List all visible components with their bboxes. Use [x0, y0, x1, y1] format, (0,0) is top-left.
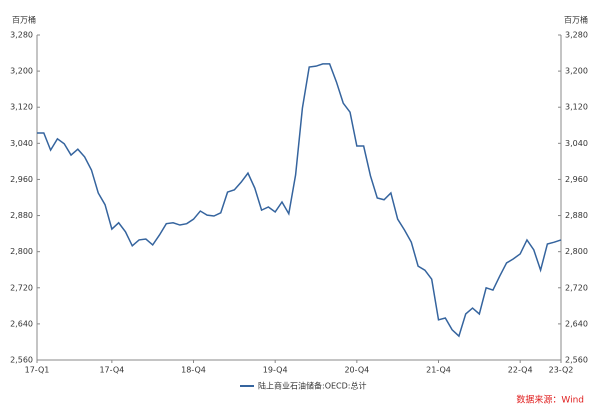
y2-tick-label: 2,720: [565, 283, 588, 292]
y2-tick-label: 2,960: [565, 175, 588, 184]
line: [37, 63, 562, 338]
y-tick-label: 2,560: [10, 356, 33, 365]
y-tick-label: 2,880: [10, 211, 33, 220]
y-tick-label: 2,960: [10, 175, 33, 184]
x-tick-label: 20-Q4: [344, 366, 369, 375]
y2-tick-label: 3,280: [565, 31, 588, 40]
y2-tick-label: 2,800: [565, 247, 588, 256]
y-tick-label: 3,200: [10, 67, 33, 76]
y2-tick-label: 3,200: [565, 67, 588, 76]
x-tick-label: 23-Q2: [549, 366, 574, 375]
x-tick-label: 17-Q1: [25, 366, 50, 375]
y-unit: 百万桶: [12, 15, 36, 25]
x-tick-label: 21-Q4: [426, 366, 451, 375]
x-tick-label: 18-Q4: [181, 366, 206, 375]
y2-tick-label: 2,640: [565, 319, 588, 328]
x-tick-label: 19-Q4: [263, 366, 288, 375]
x-tick-label: 17-Q4: [99, 366, 124, 375]
y2-tick-label: 3,120: [565, 103, 588, 112]
y-tick-label: 3,040: [10, 139, 33, 148]
y-tick-label: 2,800: [10, 247, 33, 256]
y-tick-label: 3,120: [10, 103, 33, 112]
y-tick-label: 2,640: [10, 319, 33, 328]
y2-tick-label: 2,880: [565, 211, 588, 220]
y2-tick-label: 2,560: [565, 356, 588, 365]
y-tick-label: 3,280: [10, 31, 33, 40]
y2-tick-label: 3,040: [565, 139, 588, 148]
source: 数据来源：Wind: [516, 394, 584, 406]
x-tick-label: 22-Q4: [508, 366, 533, 375]
y-tick-label: 2,720: [10, 283, 33, 292]
y2-unit: 百万桶: [564, 15, 588, 25]
legend-label: 陆上商业石油储备:OECD:总计: [258, 381, 367, 391]
